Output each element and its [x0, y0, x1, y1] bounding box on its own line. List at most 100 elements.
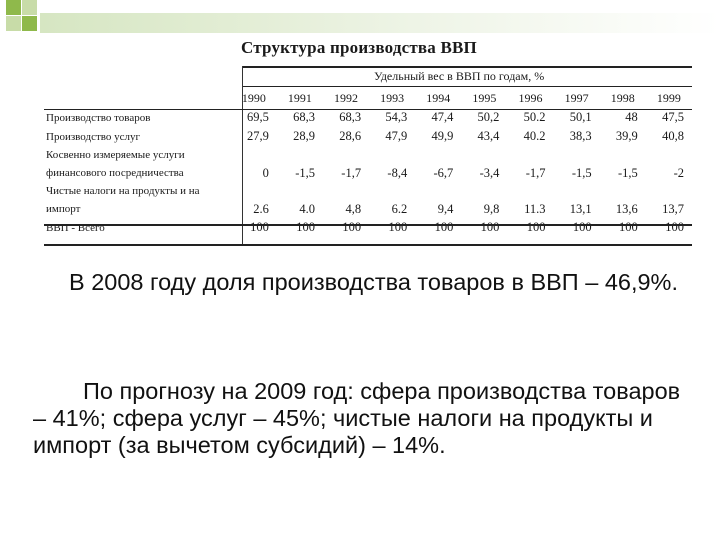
value-cell — [461, 182, 507, 200]
value-cell: 48 — [625, 110, 638, 124]
value-cell: 40.2 — [523, 129, 546, 143]
row-label: Производство услуг — [46, 130, 141, 143]
label-divider — [242, 66, 243, 246]
decor-square-3 — [6, 16, 21, 31]
value-cell: -1,5 — [617, 165, 638, 180]
row-label: финансового посредничества — [46, 167, 184, 179]
value-cell: -6,7 — [433, 165, 454, 180]
value-cell: 4,8 — [345, 201, 362, 216]
value-cell: 6.2 — [391, 201, 408, 216]
value-cell: 100 — [388, 220, 408, 234]
rule-top — [242, 66, 692, 68]
value-cell: 49,9 — [431, 129, 454, 143]
year-header-row: 1990 1991 1992 1993 1994 1995 1996 1997 … — [44, 89, 692, 108]
year-cell: 1991 — [287, 91, 312, 105]
table-subheader: Удельный вес в ВВП по годам, % — [374, 69, 545, 83]
value-cell — [415, 182, 461, 200]
value-cell: 68,3 — [293, 110, 315, 124]
value-cell: 68,3 — [339, 110, 362, 124]
year-cell: 1993 — [380, 91, 405, 105]
value-cell — [323, 146, 369, 164]
value-cell: 50,1 — [569, 110, 592, 124]
value-cell: 47,4 — [431, 110, 454, 124]
value-cell: -3,4 — [479, 165, 500, 180]
value-cell: 100 — [619, 220, 638, 234]
value-cell — [507, 146, 553, 164]
value-cell: -1,5 — [571, 165, 592, 180]
table-row: финансового посредничества 0 -1,5 -1,7 -8,4 -… — [44, 164, 692, 182]
value-cell: 11.3 — [524, 201, 546, 216]
year-cell: 1992 — [334, 91, 359, 105]
value-cell: -8,4 — [387, 165, 408, 180]
header-band — [40, 13, 720, 33]
year-cell: 1994 — [426, 91, 451, 105]
value-cell: 13,6 — [615, 201, 638, 216]
value-cell — [323, 182, 369, 200]
value-cell — [277, 182, 323, 200]
value-cell: 28,6 — [339, 129, 362, 143]
row-label: ВВП - Всего — [46, 221, 105, 234]
value-cell — [231, 182, 277, 200]
value-cell — [415, 146, 461, 164]
rule-subhead — [242, 86, 692, 87]
data-table: 1990 1991 1992 1993 1994 1995 1996 1997 … — [44, 89, 692, 237]
value-cell: 9,8 — [483, 201, 500, 216]
row-label: Косвенно измеряемые услуги — [46, 149, 185, 161]
value-cell — [369, 182, 415, 200]
year-cell: 1995 — [472, 91, 497, 105]
gdp-structure-table: Структура производства ВВП Удельный вес … — [44, 36, 692, 246]
value-cell: -1,7 — [525, 165, 546, 180]
value-cell: 2.6 — [253, 201, 269, 216]
value-cell: 100 — [572, 220, 592, 234]
year-cell: 1999 — [656, 91, 681, 105]
year-cell: 1996 — [518, 91, 543, 105]
value-cell: 54,3 — [385, 110, 408, 124]
decor-square-4 — [22, 16, 37, 31]
value-cell: 100 — [342, 220, 362, 234]
paragraph-2008: В 2008 году доля производства товаров в … — [69, 269, 678, 295]
value-cell: 100 — [296, 220, 315, 234]
value-cell: 50,2 — [477, 110, 500, 124]
value-cell: 100 — [665, 220, 684, 234]
value-cell: 27,9 — [247, 129, 269, 143]
rule-bottom — [44, 244, 692, 246]
value-cell: 38,3 — [569, 129, 592, 143]
value-cell: -2 — [673, 165, 684, 180]
value-cell: 47,5 — [662, 110, 684, 124]
value-cell: 0 — [262, 165, 269, 180]
value-cell: 100 — [480, 220, 500, 234]
value-cell — [369, 146, 415, 164]
rule-under-years — [44, 109, 692, 110]
value-cell: -1,5 — [295, 165, 315, 180]
value-cell: 13,1 — [569, 201, 592, 216]
row-label: Производство товаров — [46, 111, 151, 124]
value-cell: 39,9 — [615, 129, 638, 143]
rule-before-total — [44, 224, 692, 226]
value-cell: 100 — [526, 220, 546, 234]
row-label: Чистые налоги на продукты и на — [46, 185, 200, 197]
row-label: импорт — [46, 203, 81, 215]
value-cell: 40,8 — [662, 129, 684, 143]
value-cell: 100 — [250, 220, 269, 234]
value-cell — [507, 182, 553, 200]
value-cell — [646, 182, 692, 200]
table-row: ВВП - Всего 100 100 100 100 100 100 100 100 100 10… — [44, 218, 692, 237]
value-cell: 9,4 — [437, 201, 454, 216]
table-row: Чистые налоги на продукты и на — [44, 182, 692, 200]
value-cell: 47,9 — [385, 129, 408, 143]
value-cell — [231, 146, 277, 164]
value-cell — [600, 182, 646, 200]
paragraph-2009-forecast: По прогнозу на 2009 год: сфера производс… — [33, 378, 681, 458]
value-cell: 43,4 — [477, 129, 500, 143]
header-blank — [44, 89, 231, 108]
value-cell — [461, 146, 507, 164]
value-cell: 50.2 — [523, 110, 546, 124]
value-cell: 13,7 — [662, 201, 684, 216]
value-cell: 28,9 — [293, 129, 315, 143]
value-cell — [554, 182, 600, 200]
year-cell: 1997 — [564, 91, 589, 105]
value-cell — [554, 146, 600, 164]
table-title: Структура производства ВВП — [241, 38, 477, 57]
table-row: Косвенно измеряемые услуги — [44, 146, 692, 164]
decor-square-1 — [6, 0, 21, 15]
